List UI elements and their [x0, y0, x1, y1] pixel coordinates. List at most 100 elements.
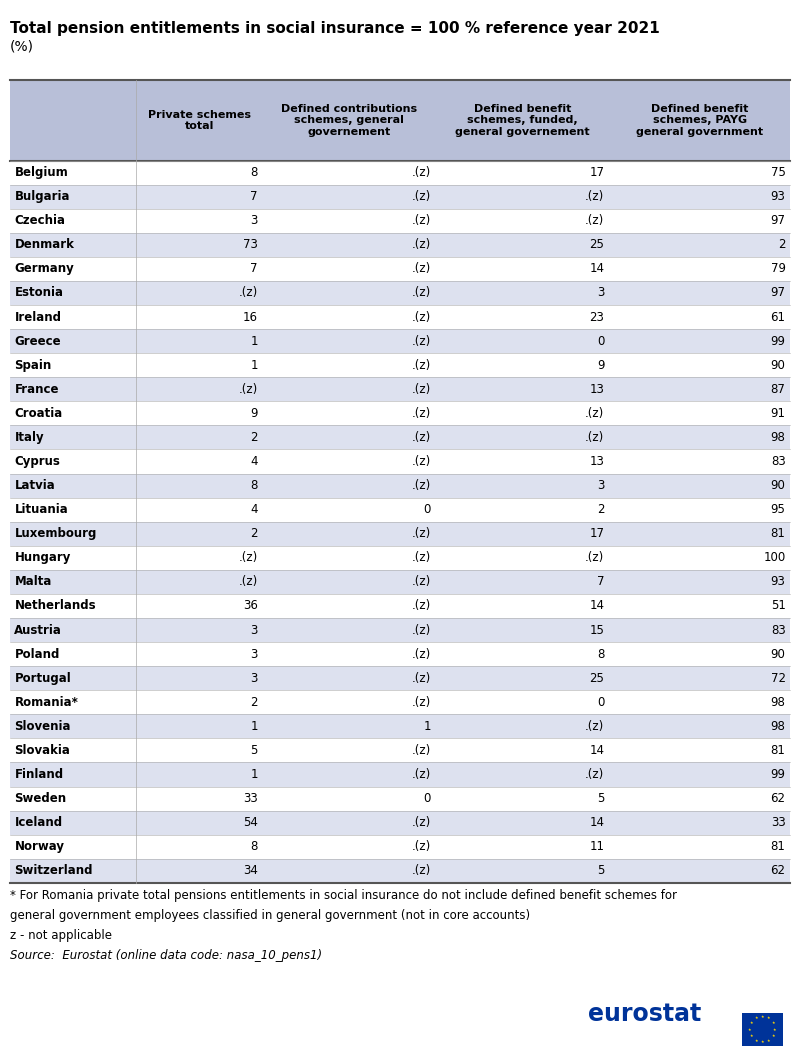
Text: Latvia: Latvia	[14, 479, 55, 492]
Text: z - not applicable: z - not applicable	[10, 929, 111, 942]
Text: 62: 62	[770, 864, 786, 878]
Text: 54: 54	[243, 816, 258, 829]
Text: Private schemes
total: Private schemes total	[148, 110, 251, 131]
Text: (%): (%)	[10, 39, 34, 53]
Text: 98: 98	[770, 696, 786, 709]
Text: .(z): .(z)	[412, 672, 431, 684]
Text: Defined contributions
schemes, general
governement: Defined contributions schemes, general g…	[281, 103, 418, 137]
Text: 25: 25	[590, 239, 605, 251]
Text: 0: 0	[597, 335, 605, 347]
Text: * For Romania private total pensions entitlements in social insurance do not inc: * For Romania private total pensions ent…	[10, 889, 677, 902]
Text: .(z): .(z)	[412, 696, 431, 709]
Text: Hungary: Hungary	[14, 551, 70, 564]
Text: 7: 7	[250, 190, 258, 203]
Text: 25: 25	[590, 672, 605, 684]
Text: .(z): .(z)	[238, 286, 258, 300]
Text: ★: ★	[750, 1021, 754, 1025]
Text: 5: 5	[597, 864, 605, 878]
Text: Norway: Norway	[14, 841, 64, 853]
Text: .(z): .(z)	[586, 431, 605, 444]
Text: 8: 8	[250, 166, 258, 180]
Text: Malta: Malta	[14, 576, 52, 588]
Text: 81: 81	[770, 841, 786, 853]
Text: 61: 61	[770, 310, 786, 323]
Text: .(z): .(z)	[412, 310, 431, 323]
Text: .(z): .(z)	[412, 239, 431, 251]
Text: Netherlands: Netherlands	[14, 600, 96, 612]
Text: 15: 15	[590, 623, 605, 637]
Text: Germany: Germany	[14, 262, 74, 276]
Text: Sweden: Sweden	[14, 792, 66, 805]
Text: Denmark: Denmark	[14, 239, 74, 251]
Text: 3: 3	[250, 647, 258, 661]
Text: Source:  Eurostat (online data code: nasa_10_pens1): Source: Eurostat (online data code: nasa…	[10, 949, 322, 962]
Text: .(z): .(z)	[412, 551, 431, 564]
Text: 83: 83	[771, 455, 786, 468]
Text: .(z): .(z)	[238, 576, 258, 588]
Text: 1: 1	[250, 720, 258, 733]
Text: .(z): .(z)	[412, 335, 431, 347]
Text: Bulgaria: Bulgaria	[14, 190, 70, 203]
Text: 93: 93	[770, 576, 786, 588]
Text: 34: 34	[243, 864, 258, 878]
Text: 17: 17	[590, 166, 605, 180]
Text: .(z): .(z)	[586, 190, 605, 203]
Text: .(z): .(z)	[412, 214, 431, 227]
Text: ★: ★	[771, 1034, 775, 1038]
Text: 2: 2	[250, 527, 258, 541]
Text: Iceland: Iceland	[14, 816, 62, 829]
Text: .(z): .(z)	[412, 431, 431, 444]
Text: .(z): .(z)	[412, 623, 431, 637]
Text: eurostat: eurostat	[588, 1002, 702, 1025]
Text: 100: 100	[763, 551, 786, 564]
Text: ★: ★	[771, 1021, 775, 1025]
Text: ★: ★	[750, 1034, 754, 1038]
Text: ★: ★	[748, 1027, 752, 1032]
Text: Croatia: Croatia	[14, 407, 62, 420]
Text: 5: 5	[250, 743, 258, 757]
Text: 1: 1	[250, 768, 258, 781]
Text: 14: 14	[590, 262, 605, 276]
Text: Switzerland: Switzerland	[14, 864, 93, 878]
Text: Portugal: Portugal	[14, 672, 71, 684]
Text: 2: 2	[778, 239, 786, 251]
Text: 90: 90	[770, 359, 786, 372]
Text: .(z): .(z)	[586, 407, 605, 420]
Text: 11: 11	[590, 841, 605, 853]
Text: 3: 3	[597, 479, 605, 492]
Text: ★: ★	[773, 1027, 777, 1032]
Text: 3: 3	[597, 286, 605, 300]
Text: Finland: Finland	[14, 768, 63, 781]
Text: 0: 0	[424, 503, 431, 516]
Text: 13: 13	[590, 382, 605, 396]
Text: .(z): .(z)	[412, 841, 431, 853]
Text: .(z): .(z)	[412, 864, 431, 878]
Text: 97: 97	[770, 286, 786, 300]
Text: 0: 0	[424, 792, 431, 805]
Text: .(z): .(z)	[412, 262, 431, 276]
Text: Greece: Greece	[14, 335, 61, 347]
Text: France: France	[14, 382, 59, 396]
Text: Luxembourg: Luxembourg	[14, 527, 97, 541]
Text: Italy: Italy	[14, 431, 44, 444]
Text: 3: 3	[250, 214, 258, 227]
Text: general government employees classified in general government (not in core accou: general government employees classified …	[10, 909, 530, 922]
Text: 72: 72	[770, 672, 786, 684]
Text: 4: 4	[250, 503, 258, 516]
Text: 2: 2	[250, 696, 258, 709]
Text: 2: 2	[250, 431, 258, 444]
Text: 97: 97	[770, 214, 786, 227]
Text: .(z): .(z)	[412, 527, 431, 541]
Text: 16: 16	[242, 310, 258, 323]
Text: 73: 73	[243, 239, 258, 251]
Text: Slovenia: Slovenia	[14, 720, 71, 733]
Text: 3: 3	[250, 623, 258, 637]
Text: .(z): .(z)	[412, 576, 431, 588]
Text: 14: 14	[590, 816, 605, 829]
Text: 79: 79	[770, 262, 786, 276]
Text: 33: 33	[243, 792, 258, 805]
Text: 90: 90	[770, 647, 786, 661]
Text: 1: 1	[250, 335, 258, 347]
Text: ★: ★	[761, 1040, 764, 1044]
Text: 90: 90	[770, 479, 786, 492]
